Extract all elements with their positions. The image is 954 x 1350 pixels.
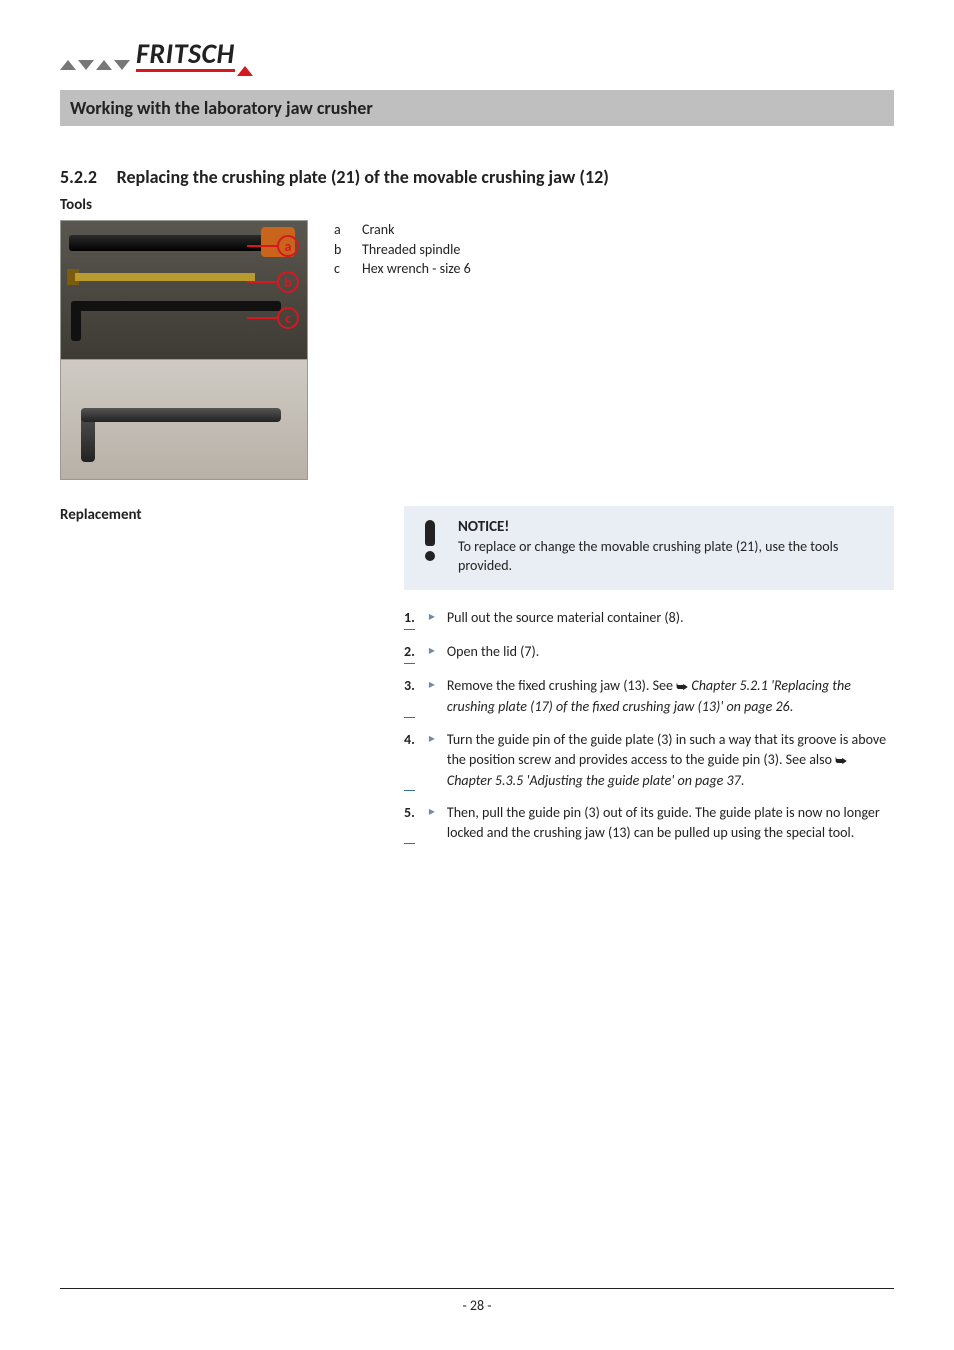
hexwrench-h-shape [71,301,281,311]
step-5: 5. ▸ Then, pull the guide pin (3) out of… [404,803,894,844]
step-2: 2. ▸ Open the lid (7). [404,642,894,664]
hexwrench-v-shape [71,301,81,341]
step-marker-icon: ▸ [429,804,435,845]
legend-label: Crank [362,220,394,240]
triangle-icon [96,60,112,70]
step-body: Pull out the source material container (… [447,608,894,630]
callout-line [247,281,277,283]
step-text: . [741,772,745,789]
step-text: . [790,698,794,715]
legend-row: a Crank [334,220,471,240]
step-body: Open the lid (7). [447,642,894,664]
notice-box: NOTICE! To replace or change the movable… [404,506,894,590]
callout-a: a [277,235,299,257]
logo-triangles [60,60,130,70]
triangle-icon [78,60,94,70]
step-number: 4. [404,730,415,791]
legend-key: c [334,259,348,279]
legend-row: c Hex wrench - size 6 [334,259,471,279]
triangle-icon [60,60,76,70]
step-number: 3. [404,676,415,717]
step-marker-icon: ▸ [429,731,435,792]
replacement-section: Replacement NOTICE! To replace or change… [60,506,894,856]
tool-image-top: a b c [60,220,308,360]
callout-line [247,317,277,319]
step-4: 4. ▸ Turn the guide pin of the guide pla… [404,730,894,791]
legend-row: b Threaded spindle [334,240,471,260]
step-text: Turn the guide pin of the guide plate (3… [447,731,886,768]
heading-number: 5.2.2 [60,166,97,188]
legend-key: b [334,240,348,260]
legend-label: Hex wrench - size 6 [362,259,471,279]
section-title-bar: Working with the laboratory jaw crusher [60,90,894,126]
reference-icon: ⮩ [835,753,847,772]
step-marker-icon: ▸ [429,609,435,631]
step-number: 5. [404,803,415,844]
brand-logo: FRITSCH [60,40,894,72]
step-reference: Chapter 5.3.5 'Adjusting the guide plate… [447,772,741,789]
step-body: Then, pull the guide pin (3) out of its … [447,803,894,844]
legend-key: a [334,220,348,240]
notice-title: NOTICE! [458,518,880,536]
tool-images: a b c [60,220,308,480]
step-marker-icon: ▸ [429,643,435,665]
tools-label: Tools [60,196,894,214]
hexwrench-large-h [81,408,281,422]
replacement-label: Replacement [60,506,404,524]
page-number: - 28 - [462,1297,491,1314]
callout-b: b [277,271,299,293]
callout-line [247,245,277,247]
notice-text: To replace or change the movable crushin… [458,538,880,576]
spindle-shape [75,273,255,281]
step-body: Remove the fixed crushing jaw (13). See … [447,676,894,717]
notice-icon [418,518,442,576]
step-number: 2. [404,642,415,664]
tool-legend: a Crank b Threaded spindle c Hex wrench … [334,220,471,279]
tools-section: a b c a Crank b Threaded spindle c Hex w… [60,220,894,480]
step-1: 1. ▸ Pull out the source material contai… [404,608,894,630]
triangle-icon [237,66,253,76]
step-text: Remove the fixed crushing jaw (13). See [447,677,676,694]
subsection-heading: 5.2.2 Replacing the crushing plate (21) … [60,166,894,188]
step-marker-icon: ▸ [429,677,435,718]
tool-image-bottom [60,360,308,480]
legend-label: Threaded spindle [362,240,460,260]
heading-title: Replacing the crushing plate (21) of the… [117,166,609,188]
brand-name: FRITSCH [136,40,235,72]
callout-c: c [277,307,299,329]
step-body: Turn the guide pin of the guide plate (3… [447,730,894,791]
page-footer: - 28 - [60,1288,894,1314]
step-3: 3. ▸ Remove the fixed crushing jaw (13).… [404,676,894,717]
triangle-icon [114,60,130,70]
crank-shape [69,235,269,251]
reference-icon: ⮩ [676,679,688,698]
step-number: 1. [404,608,415,630]
